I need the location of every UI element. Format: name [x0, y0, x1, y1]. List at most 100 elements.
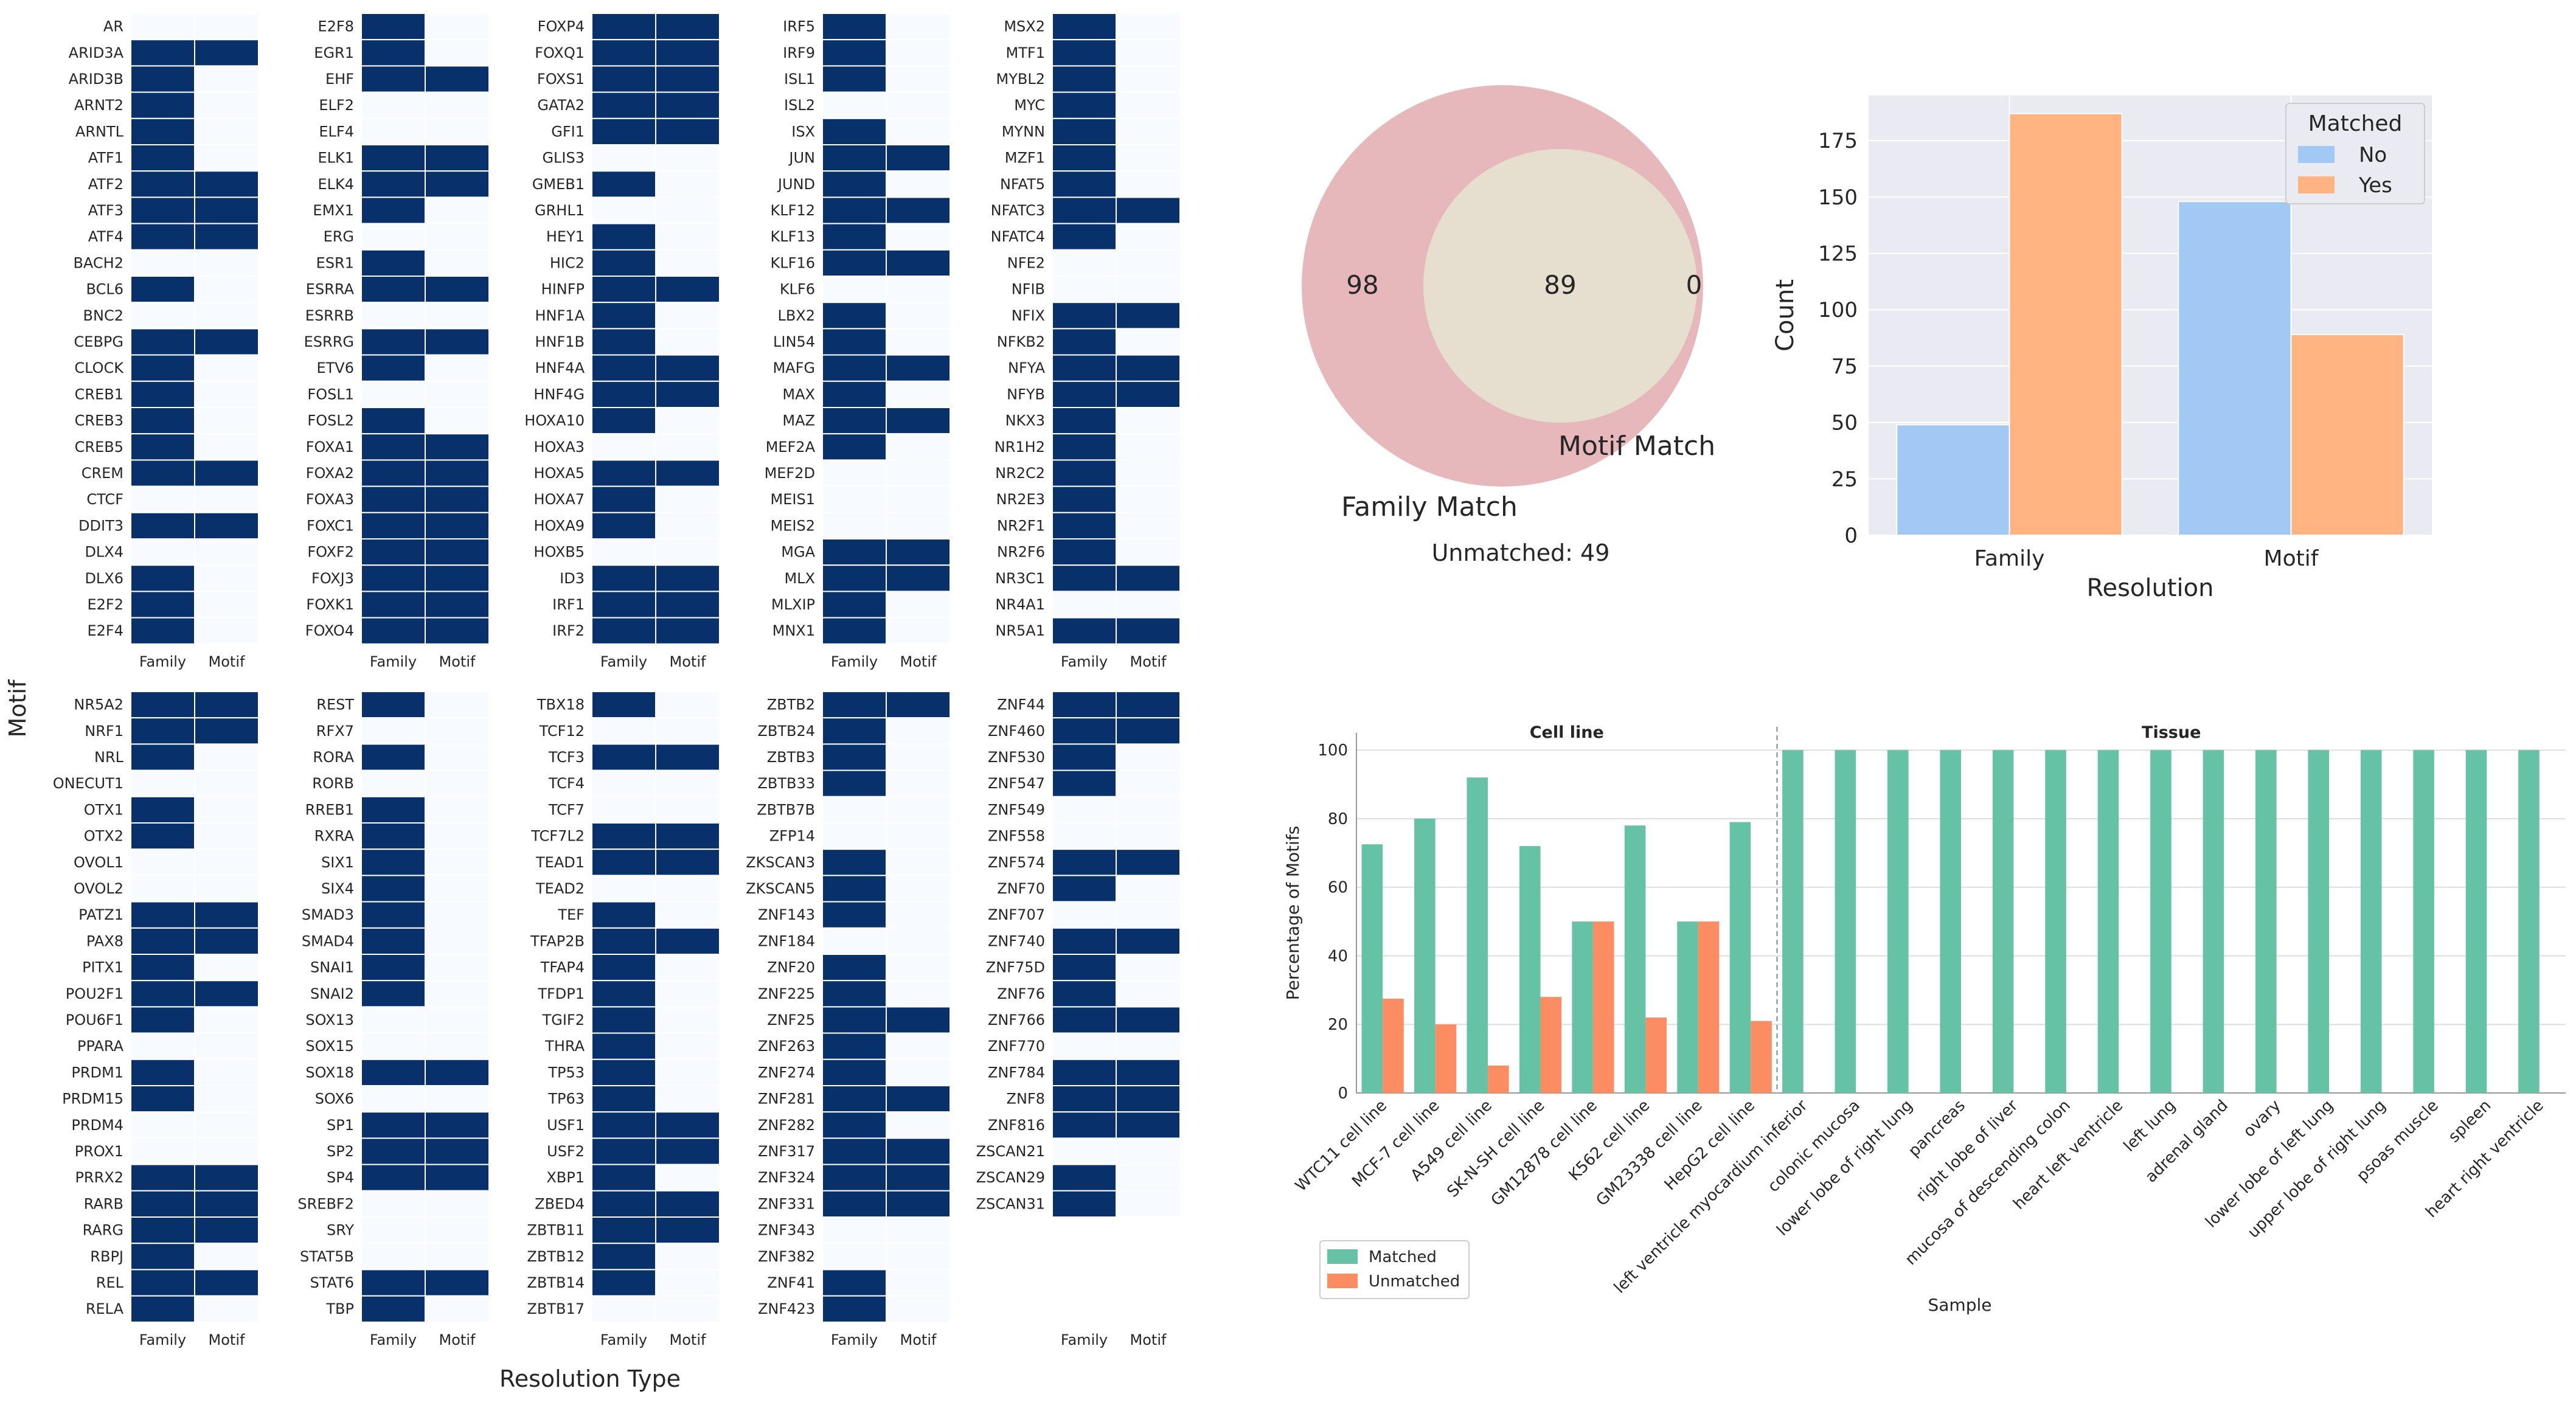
heatmap-row-label: NFIX [1012, 307, 1045, 324]
heatmap-cell [1052, 796, 1117, 824]
heatmap-row-label: HOXA7 [533, 491, 585, 508]
heatmap-cell [822, 1295, 887, 1323]
heatmap-row-label: ZNF343 [758, 1222, 815, 1239]
heatmap-cell [1052, 39, 1117, 67]
heatmap-row-label: HINFP [541, 281, 585, 298]
heatmap-cell [194, 1006, 259, 1034]
heatmap-cell [361, 1058, 426, 1087]
heatmap-cell [655, 1111, 720, 1139]
heatmap-column-label: Family [139, 653, 186, 670]
heatmap-cell [655, 1190, 720, 1218]
heatmap-column-label: Motif [900, 653, 937, 670]
heatmap-row-label: JUND [777, 176, 815, 193]
heatmap-row-label: ELK1 [318, 150, 354, 167]
heatmap-cell [1052, 1164, 1117, 1192]
heatmap-cell [194, 144, 259, 172]
heatmap-cell [1116, 1058, 1181, 1087]
heatmap-cell [194, 39, 259, 67]
legend-swatch [2298, 176, 2335, 193]
heatmap-cell [130, 302, 195, 330]
heatmap-cell [1052, 538, 1117, 566]
heatmap-row-label: MYC [1014, 97, 1045, 114]
bar-matched [2097, 750, 2119, 1093]
heatmap-cell [194, 1216, 259, 1244]
heatmap-cell [194, 1032, 259, 1060]
heatmap-cell [655, 1006, 720, 1034]
heatmap-row-label: ARID3A [69, 44, 124, 61]
heatmap-cell [361, 354, 426, 382]
heatmap-cell [425, 485, 490, 513]
heatmap-cell [361, 1216, 426, 1244]
heatmap-cell [361, 538, 426, 566]
heatmap-cell [194, 1164, 259, 1192]
heatmap-row-label: ZNF530 [988, 749, 1045, 766]
heatmap-cell [591, 1006, 656, 1034]
heatmap-cell [1052, 1006, 1117, 1034]
heatmap-cell [1052, 196, 1117, 224]
heatmap-row-label: IRF9 [783, 44, 815, 61]
heatmap-cell [655, 512, 720, 539]
heatmap-cell [130, 1295, 195, 1323]
heatmap-row-label: ZNF143 [758, 906, 815, 923]
heatmap-cell [886, 407, 951, 435]
heatmap-cell [1116, 380, 1181, 408]
heatmap-row-label: XBP1 [546, 1169, 585, 1186]
heatmap-cell [130, 1085, 195, 1113]
heatmap-cell [361, 617, 426, 645]
heatmap-row-label: LBX2 [777, 307, 815, 324]
heatmap-cell [822, 13, 887, 41]
heatmap-cell [194, 302, 259, 330]
heatmap-cell [822, 276, 887, 304]
bar-matched [2150, 750, 2172, 1093]
heatmap-cell [130, 848, 195, 876]
heatmap-row-label: KLF6 [780, 281, 815, 298]
heatmap-cell [425, 512, 490, 539]
heatmap-cell [591, 276, 656, 304]
heatmap-cell [194, 1085, 259, 1113]
x-tick-label: Family [1974, 546, 2045, 571]
heatmap-cell [822, 91, 887, 119]
heatmap-cell [425, 1032, 490, 1060]
heatmap-cell [886, 65, 951, 93]
heatmap-cell [886, 249, 951, 277]
y-tick-label: 0 [1844, 524, 1858, 548]
heatmap-cell [591, 13, 656, 41]
heatmap-cell [1052, 769, 1117, 797]
heatmap-cell [130, 1164, 195, 1192]
heatmap-row-label: EHF [325, 71, 354, 88]
heatmap-cell [1116, 459, 1181, 487]
heatmap-cell [425, 196, 490, 224]
heatmap-row-label: ZNF460 [988, 723, 1045, 740]
heatmap-row-label: ID3 [560, 570, 585, 587]
heatmap-cell [886, 1137, 951, 1165]
heatmap-cell [591, 591, 656, 619]
bar-unmatched [1751, 1021, 1772, 1093]
heatmap-cell [425, 1006, 490, 1034]
heatmap-cell [1116, 980, 1181, 1008]
heatmap-cell [361, 875, 426, 903]
heatmap-cell [886, 354, 951, 382]
heatmap-cell [886, 954, 951, 982]
heatmap-row-label: SNAI2 [310, 985, 354, 1002]
heatmap-cell [1116, 743, 1181, 771]
heatmap-cell [361, 380, 426, 408]
legend-label: No [2359, 143, 2387, 167]
heatmap-row-label: HOXB5 [533, 544, 585, 561]
heatmap-cell [425, 927, 490, 956]
y-tick-label: 80 [1328, 810, 1348, 828]
heatmap-cell [591, 380, 656, 408]
heatmap-row-label: NRF1 [85, 723, 123, 740]
heatmap-cell [194, 170, 259, 198]
heatmap-cell [655, 433, 720, 461]
legend-label: Matched [1369, 1248, 1437, 1266]
heatmap-row-label: GLIS3 [542, 150, 585, 167]
heatmap-cell [886, 223, 951, 251]
heatmap-row-label: SMAD4 [302, 932, 354, 949]
venn-motif-label: Motif Match [1558, 431, 1715, 462]
y-tick-label: 100 [1818, 298, 1858, 322]
heatmap-cell [130, 328, 195, 356]
heatmap-cell [591, 1190, 656, 1218]
heatmap-cell [1116, 354, 1181, 382]
legend-swatch [1327, 1249, 1358, 1264]
heatmap-cell [194, 433, 259, 461]
